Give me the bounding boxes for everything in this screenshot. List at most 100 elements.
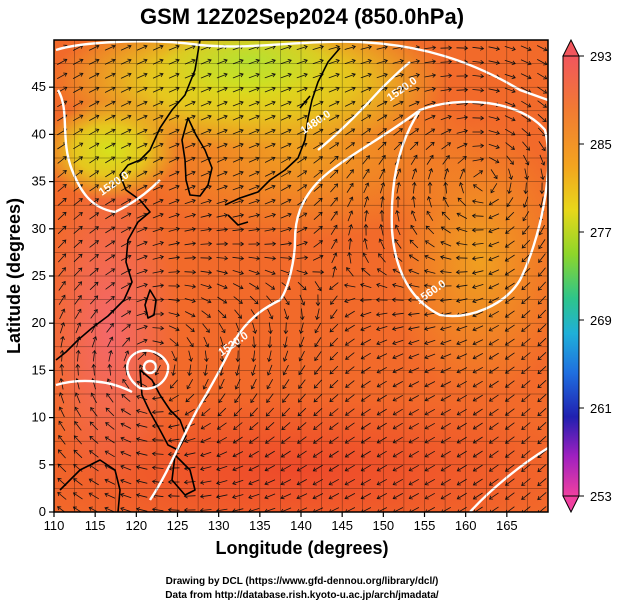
wind-arrow [472, 353, 483, 360]
x-axis: 110 115 120 125 130 135 140 145 150 155 160 165 [44, 512, 518, 533]
wind-arrow [329, 142, 340, 150]
wind-arrow [408, 381, 420, 388]
wind-arrow [488, 492, 499, 500]
wind-arrow [296, 240, 308, 247]
wind-arrow [521, 253, 531, 263]
wind-arrow [152, 241, 164, 246]
wind-arrow [283, 336, 288, 349]
wind-arrow [282, 364, 289, 376]
contour-1520-southwest [55, 379, 133, 394]
wind-arrow [505, 226, 515, 234]
wind-arrow [73, 142, 84, 150]
wind-arrow [521, 394, 531, 402]
wind-arrow [74, 406, 82, 417]
wind-arrow [105, 254, 116, 262]
wind-arrow [456, 408, 467, 416]
wind-arrow [488, 408, 499, 416]
wind-arrow [88, 478, 99, 486]
wind-arrow [216, 227, 229, 232]
wind-arrow [375, 312, 388, 317]
wind-arrow [136, 254, 148, 261]
wind-arrow [408, 464, 419, 472]
wind-arrow [280, 142, 292, 149]
wind-arrow [472, 464, 483, 472]
x-tick-label: 110 [44, 518, 65, 533]
wind-arrow [202, 378, 209, 390]
wind-arrow [136, 226, 148, 233]
wind-arrow [408, 339, 420, 346]
wind-arrow [232, 72, 244, 79]
wind-arrow [411, 168, 418, 180]
wind-arrow [440, 59, 453, 65]
wind-arrow [424, 436, 436, 444]
wind-arrow [472, 297, 484, 304]
wind-arrow [472, 115, 485, 121]
wind-arrow [424, 464, 436, 472]
wind-arrow [329, 351, 339, 361]
wind-arrow [440, 395, 451, 402]
coolest-region-north [160, 40, 340, 95]
wind-arrow [363, 223, 369, 236]
wind-arrow [488, 324, 499, 332]
wind-arrow [137, 156, 148, 163]
wind-arrow [328, 478, 339, 486]
wind-arrow [283, 308, 290, 320]
wind-arrow [521, 310, 531, 319]
wind-arrow [521, 352, 531, 360]
wind-arrow [473, 506, 483, 512]
x-tick-label: 145 [331, 518, 353, 533]
wind-arrow [362, 168, 370, 179]
wind-arrow [392, 100, 404, 107]
wind-arrow [377, 141, 387, 151]
wind-arrow [280, 479, 292, 486]
wind-arrow [104, 72, 116, 79]
y-axis: 0 5 10 15 20 25 30 35 40 45 [32, 79, 54, 519]
wind-arrow [346, 169, 354, 179]
wind-arrow [250, 378, 257, 390]
wind-arrow [106, 393, 114, 403]
wind-arrow [408, 408, 419, 416]
wind-arrow [200, 255, 213, 261]
wind-arrow [328, 436, 339, 444]
wind-arrow [440, 478, 451, 486]
wind-arrow [136, 100, 148, 107]
wind-arrow [504, 73, 516, 80]
y-tick-label: 10 [32, 410, 46, 425]
wind-arrow [106, 323, 114, 333]
contour-typhoon-eye [142, 359, 158, 375]
wind-arrow [344, 450, 355, 458]
wind-arrow [440, 436, 451, 444]
wind-arrow [488, 297, 500, 304]
wind-arrow [251, 336, 257, 349]
wind-arrow [90, 392, 97, 404]
wind-arrow [136, 142, 148, 149]
wind-arrow [250, 393, 258, 404]
wind-arrow [378, 253, 386, 263]
colorbar-bottom-arrow [562, 495, 580, 514]
wind-arrow [440, 226, 451, 234]
wind-arrow [396, 181, 401, 194]
wind-arrow [537, 408, 547, 417]
wind-arrow [328, 72, 340, 79]
wind-arrow [391, 326, 404, 331]
wind-arrow [330, 238, 338, 249]
wind-arrow [347, 210, 354, 222]
wind-arrow [505, 506, 515, 512]
wind-arrow [248, 436, 259, 444]
wind-arrow [521, 296, 531, 305]
wind-arrow [216, 241, 229, 247]
wind-arrow [88, 100, 100, 107]
wind-arrow [265, 282, 276, 290]
wind-arrow [280, 450, 291, 458]
wind-arrow [136, 394, 148, 401]
wind-arrow [439, 255, 452, 260]
wind-arrow [521, 506, 531, 512]
wind-arrow [232, 170, 244, 177]
wind-arrow [232, 241, 245, 247]
wind-arrow [104, 142, 116, 149]
wind-arrow [521, 408, 531, 416]
wind-arrow [264, 450, 275, 458]
wind-arrow [281, 170, 292, 178]
wind-arrow [122, 337, 131, 347]
wind-arrow [456, 436, 467, 444]
